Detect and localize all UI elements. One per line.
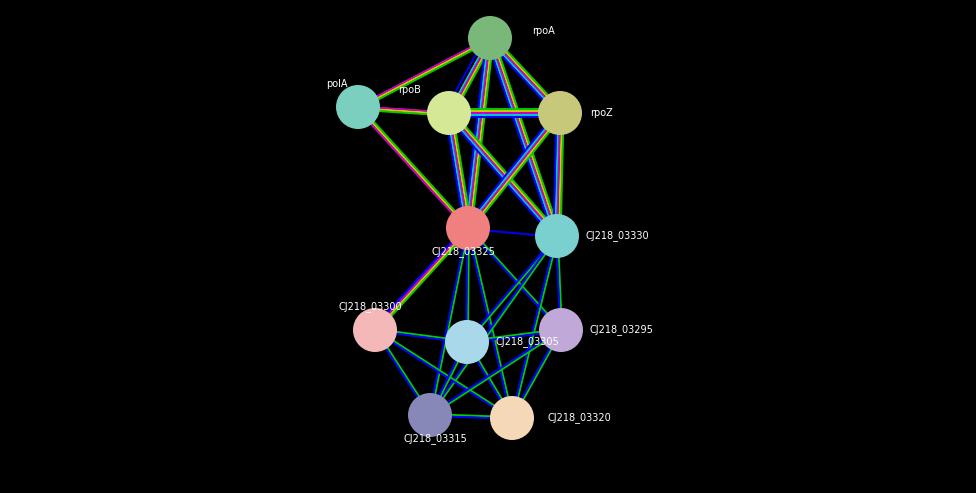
Text: CJ218_03320: CJ218_03320 — [547, 413, 611, 423]
Circle shape — [446, 206, 490, 250]
Circle shape — [490, 396, 534, 440]
Text: rpoA: rpoA — [532, 26, 554, 36]
Text: rpoZ: rpoZ — [590, 108, 613, 118]
Circle shape — [408, 393, 452, 437]
Circle shape — [445, 320, 489, 364]
Text: polA: polA — [327, 79, 348, 89]
Text: CJ218_03325: CJ218_03325 — [431, 246, 495, 257]
Circle shape — [468, 16, 512, 60]
Circle shape — [427, 91, 471, 135]
Circle shape — [535, 214, 579, 258]
Text: CJ218_03300: CJ218_03300 — [339, 301, 402, 312]
Circle shape — [538, 91, 582, 135]
Circle shape — [353, 308, 397, 352]
Text: CJ218_03330: CJ218_03330 — [585, 231, 649, 242]
Text: rpoB: rpoB — [398, 85, 421, 95]
Text: CJ218_03295: CJ218_03295 — [589, 324, 653, 335]
Circle shape — [539, 308, 583, 352]
Circle shape — [336, 85, 380, 129]
Text: CJ218_03315: CJ218_03315 — [403, 433, 467, 444]
Text: CJ218_03305: CJ218_03305 — [495, 337, 558, 348]
